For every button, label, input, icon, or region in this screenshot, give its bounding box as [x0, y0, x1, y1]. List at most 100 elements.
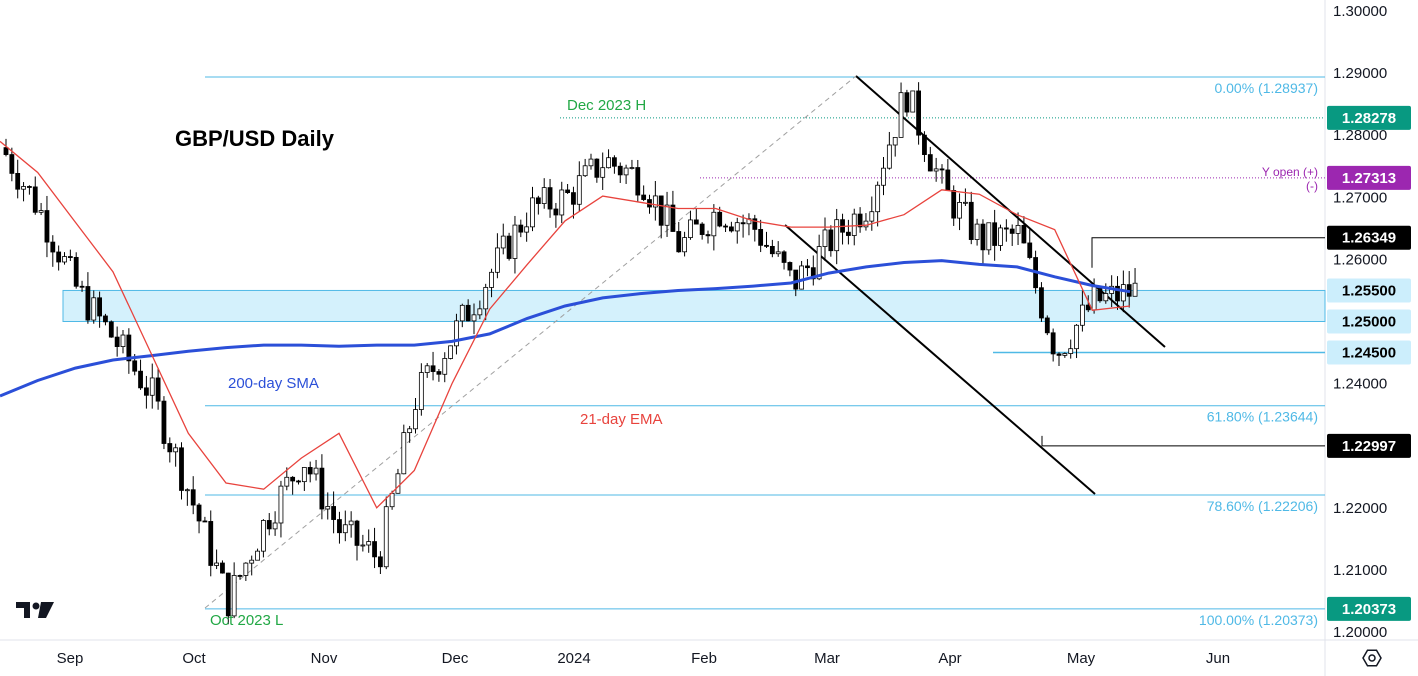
candle-up: [407, 428, 413, 434]
x-tick-label: Nov: [311, 650, 338, 667]
candle-down: [196, 504, 202, 522]
candle-down: [635, 167, 641, 196]
y-tick-label: 1.27000: [1333, 189, 1387, 206]
y-axis-ticks: 1.30000 1.29000 1.28000 1.27000 1.26000 1.240…: [1333, 3, 1387, 641]
candle-down: [3, 147, 9, 155]
y-tick-label: 1.24000: [1333, 376, 1387, 393]
candle-up: [588, 158, 594, 167]
candle-down: [1009, 228, 1015, 234]
candle-down: [9, 154, 15, 174]
candle-up: [366, 541, 372, 546]
y-tick-label: 1.22000: [1333, 500, 1387, 517]
candle-up: [775, 251, 781, 255]
candle-up: [1062, 353, 1068, 356]
yopen-minus-label: (-): [1306, 179, 1318, 193]
candle-up: [494, 247, 500, 273]
candle-down: [1050, 332, 1056, 355]
y-tick-label: 1.21000: [1333, 562, 1387, 579]
candle-up: [974, 223, 980, 240]
candle-down: [705, 234, 711, 237]
candle-up: [383, 506, 389, 568]
x-axis-ticks: Sep Oct Nov Dec 2024 Feb Mar Apr May Jun: [57, 650, 1230, 667]
candle-up: [875, 184, 881, 213]
fibonacci-levels: 0.00% (1.28937) 61.80% (1.23644) 78.60% (1…: [205, 76, 1325, 628]
candle-down: [927, 154, 933, 172]
candle-up: [898, 92, 904, 138]
candle-up: [342, 524, 348, 534]
candle-down: [922, 134, 927, 155]
candle-up: [249, 559, 255, 564]
candle-down: [15, 172, 21, 190]
candle-down: [179, 447, 184, 491]
candle-down: [594, 158, 600, 178]
candle-up: [500, 235, 506, 249]
candle-up: [243, 562, 249, 576]
candle-up: [301, 467, 307, 483]
candle-up: [711, 211, 717, 237]
candle-down: [73, 256, 79, 287]
candle-down: [220, 562, 225, 574]
candle-up: [1074, 324, 1079, 350]
candle-down: [155, 377, 161, 402]
candle-up: [214, 562, 220, 566]
swing-high-line: [1091, 237, 1325, 268]
candle-up: [62, 256, 67, 263]
candle-up: [459, 304, 465, 322]
candle-down: [103, 315, 108, 323]
candle-up: [348, 520, 354, 526]
candle-up: [986, 222, 992, 251]
price-tag-bg: [1327, 433, 1411, 458]
candle-up: [1132, 282, 1138, 297]
settings-icon[interactable]: [1362, 649, 1382, 667]
candle-up: [606, 157, 611, 169]
candle-down: [939, 168, 945, 171]
candle-up: [91, 297, 97, 321]
candle-down: [1003, 227, 1009, 230]
candle-down: [79, 285, 85, 288]
candle-down: [354, 520, 360, 546]
candle-down: [307, 467, 313, 475]
candle-down: [1027, 242, 1033, 258]
candle-up: [576, 175, 582, 205]
candle-up: [998, 227, 1003, 246]
candle-down: [202, 520, 208, 523]
candle-up: [664, 204, 670, 226]
price-tag-bg: [1327, 225, 1411, 250]
x-tick-label: Jun: [1206, 650, 1230, 667]
candle-down: [1085, 304, 1091, 311]
candle-down: [758, 228, 764, 246]
candle-down: [1097, 286, 1103, 302]
candle-down: [945, 169, 951, 191]
candle-down: [793, 269, 799, 290]
candle-up: [418, 372, 424, 410]
x-tick-label: 2024: [557, 650, 590, 667]
candle-up: [1080, 304, 1085, 326]
candle-up: [424, 365, 430, 373]
candle-down: [126, 334, 132, 362]
candle-down: [138, 370, 143, 389]
candle-up: [688, 219, 693, 238]
candle-up: [313, 467, 319, 475]
candle-up: [1120, 284, 1126, 302]
x-tick-label: Feb: [691, 650, 717, 667]
candle-down: [1039, 287, 1044, 319]
y-tick-label: 1.26000: [1333, 251, 1387, 268]
candle-up: [682, 237, 687, 253]
price-tags: 1.28278 1.27313 1.26349 1.25500 1.25000 1.245…: [1327, 105, 1411, 621]
x-tick-label: May: [1067, 650, 1096, 667]
candle-down: [951, 190, 957, 219]
candle-down: [752, 218, 758, 230]
candle-up: [957, 202, 962, 219]
candle-up: [886, 144, 892, 169]
candle-down: [50, 241, 56, 253]
candle-down: [980, 223, 986, 251]
candle-up: [933, 168, 939, 172]
candle-down: [769, 245, 775, 255]
candle-up: [530, 197, 535, 228]
candle-down: [565, 189, 570, 194]
candle-down: [266, 520, 272, 530]
price-tag-label: 1.26349: [1342, 230, 1396, 247]
fib-label: 0.00% (1.28937): [1214, 80, 1318, 96]
